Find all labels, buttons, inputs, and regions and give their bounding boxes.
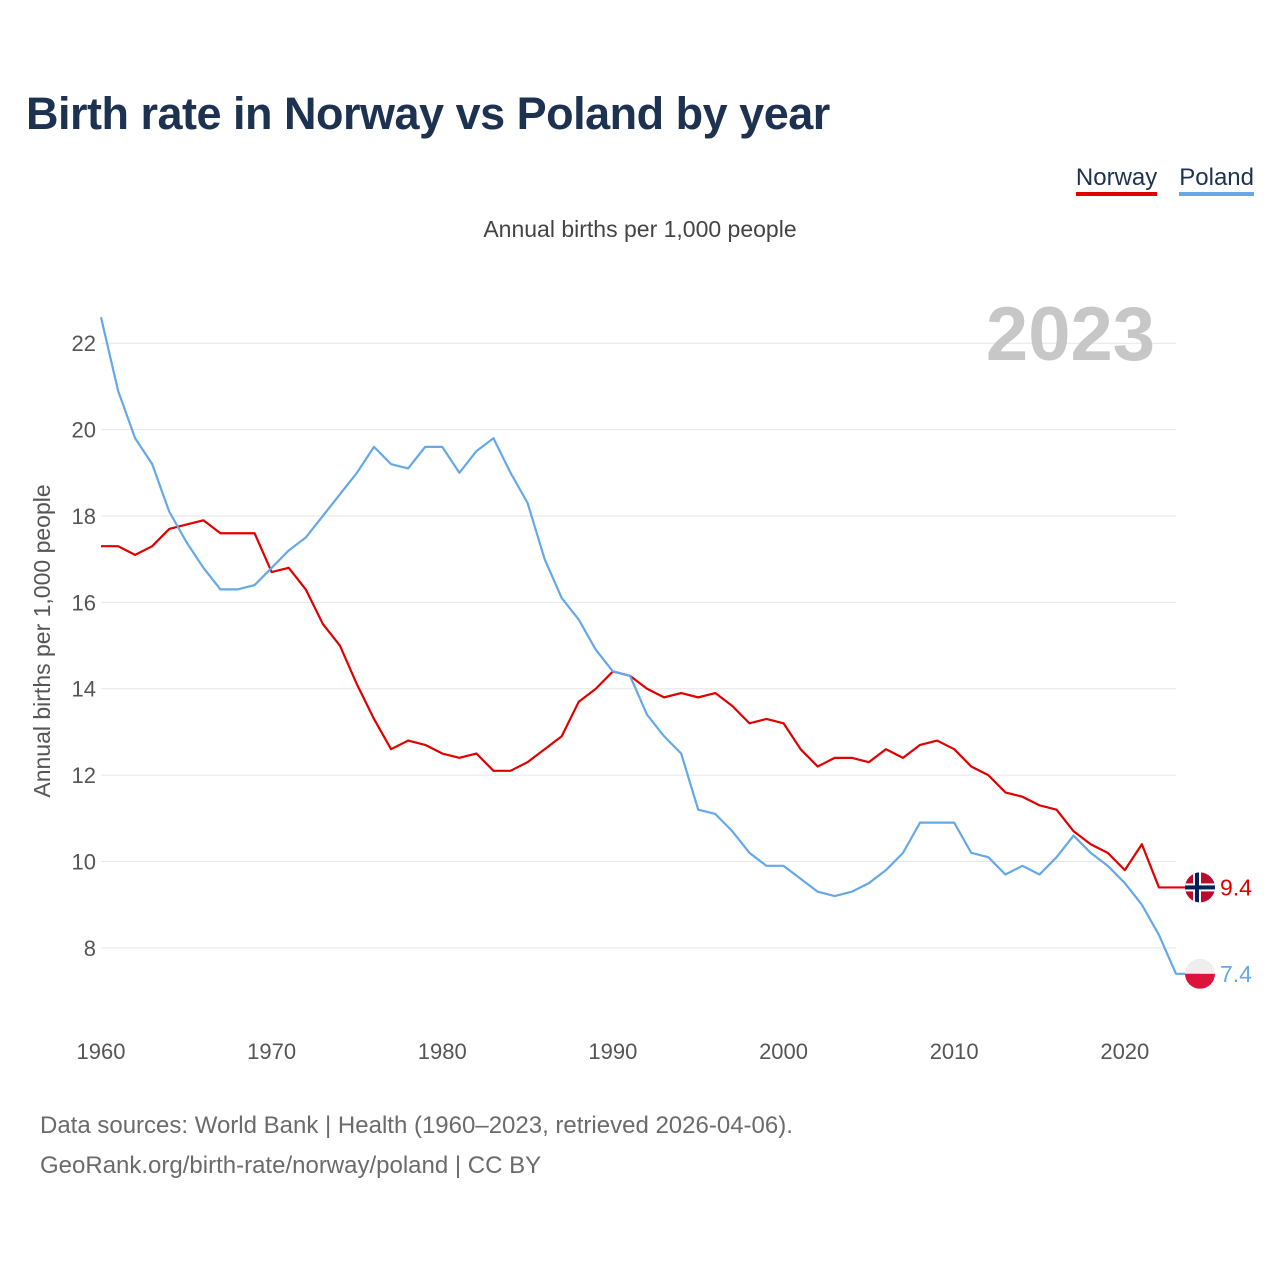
y-tick-label: 20 — [72, 418, 96, 443]
footer-attribution[interactable]: GeoRank.org/birth-rate/norway/poland | C… — [40, 1152, 542, 1179]
x-tick-label: 1990 — [588, 1039, 637, 1064]
chart-subtitle: Annual births per 1,000 people — [483, 216, 797, 242]
legend: Norway Poland — [1075, 164, 1254, 196]
footer-sources: Data sources: World Bank | Health (1960–… — [40, 1112, 793, 1139]
x-tick-label: 1960 — [77, 1039, 126, 1064]
x-tick-label: 2010 — [930, 1039, 979, 1064]
y-axis-label: Annual births per 1,000 people — [29, 484, 55, 797]
line-chart: 8 10 12 14 16 18 20 22 1960 1970 1980 1990 2000 2010… — [29, 292, 1252, 1064]
poland-flag-icon — [1185, 958, 1215, 989]
series-line-norway[interactable] — [101, 519, 1200, 889]
y-tick-label: 12 — [72, 763, 96, 788]
y-tick-label: 22 — [72, 331, 96, 356]
year-watermark: 2023 — [986, 292, 1155, 377]
y-tick-label: 16 — [72, 590, 96, 615]
legend-norway[interactable]: Norway — [1075, 164, 1158, 196]
grid-lines — [101, 342, 1176, 949]
end-label-poland: 7.4 — [1220, 961, 1252, 987]
y-tick-label: 10 — [72, 850, 96, 875]
x-tick-label: 1970 — [247, 1039, 296, 1064]
x-axis-ticks: 1960 1970 1980 1990 2000 2010 2020 — [77, 1039, 1150, 1064]
series-lines — [99, 317, 1200, 975]
x-tick-label: 1980 — [418, 1039, 467, 1064]
y-tick-label: 14 — [72, 677, 96, 702]
legend-poland[interactable]: Poland — [1179, 164, 1254, 196]
y-tick-label: 8 — [84, 936, 96, 961]
x-tick-label: 2020 — [1100, 1039, 1149, 1064]
x-tick-label: 2000 — [759, 1039, 808, 1064]
series-line-poland[interactable] — [99, 317, 1200, 975]
footer: Data sources: World Bank | Health (1960–… — [40, 1106, 793, 1186]
y-axis-ticks: 8 10 12 14 16 18 20 22 — [72, 331, 96, 961]
end-label-norway: 9.4 — [1220, 874, 1252, 900]
y-tick-label: 18 — [72, 504, 96, 529]
norway-flag-icon — [1185, 872, 1215, 903]
end-markers: 9.4 7.4 — [1185, 872, 1252, 989]
chart-title: Birth rate in Norway vs Poland by year — [26, 88, 830, 139]
